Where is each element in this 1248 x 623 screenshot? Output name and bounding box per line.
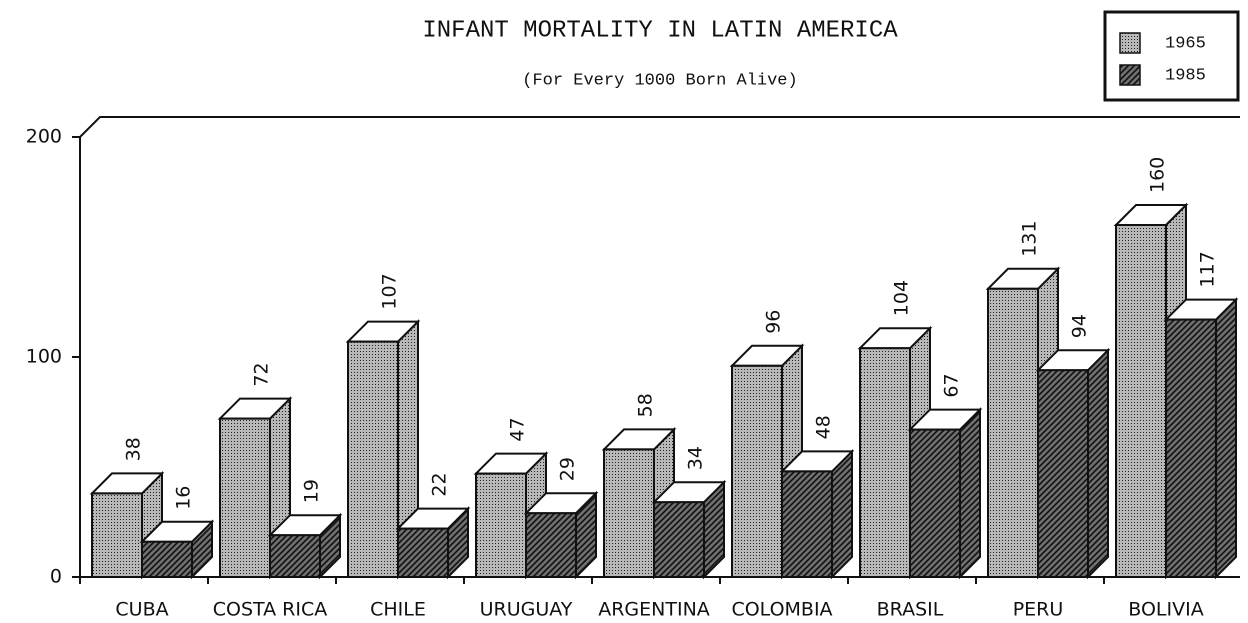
bar-side bbox=[1087, 347, 1109, 580]
data-label: 19 bbox=[301, 479, 323, 503]
data-label: 117 bbox=[1197, 251, 1219, 287]
legend-label: 1965 bbox=[1165, 34, 1206, 53]
bar bbox=[1165, 318, 1217, 578]
bar bbox=[1037, 369, 1089, 579]
data-label: 131 bbox=[1019, 221, 1041, 257]
y-tick-label: 0 bbox=[50, 566, 62, 588]
bar-side bbox=[1215, 297, 1237, 580]
x-tick-label: COLOMBIA bbox=[731, 599, 832, 621]
x-tick-label: CUBA bbox=[115, 599, 168, 621]
data-label: 107 bbox=[379, 273, 401, 309]
back-wall bbox=[79, 116, 1240, 138]
y-tick-label: 200 bbox=[26, 126, 62, 148]
data-label: 96 bbox=[763, 310, 785, 334]
x-tick-label: ARGENTINA bbox=[598, 599, 710, 621]
bar bbox=[1115, 224, 1167, 578]
bar bbox=[397, 527, 449, 578]
bar bbox=[781, 470, 833, 578]
data-label: 48 bbox=[813, 415, 835, 439]
data-label: 104 bbox=[891, 280, 913, 316]
data-label: 160 bbox=[1147, 157, 1169, 193]
y-tick-label: 100 bbox=[26, 346, 62, 368]
legend-swatch bbox=[1119, 64, 1141, 86]
bar bbox=[269, 534, 321, 579]
x-tick-label: BOLIVIA bbox=[1128, 599, 1203, 621]
x-tick-label: PERU bbox=[1013, 599, 1064, 621]
data-label: 34 bbox=[685, 446, 707, 470]
bar bbox=[987, 287, 1039, 578]
bar-side bbox=[959, 407, 981, 580]
x-tick-label: COSTA RICA bbox=[213, 599, 328, 621]
bar bbox=[525, 512, 577, 579]
data-label: 94 bbox=[1069, 314, 1091, 338]
legend-swatch bbox=[1119, 32, 1141, 54]
chart-subtitle: (For Every 1000 Born Alive) bbox=[522, 71, 797, 90]
x-tick-label: CHILE bbox=[370, 599, 426, 621]
bar bbox=[909, 428, 961, 578]
bar bbox=[347, 340, 399, 578]
bar bbox=[475, 472, 527, 579]
data-label: 22 bbox=[429, 472, 451, 496]
bar-side bbox=[831, 448, 853, 580]
data-label: 47 bbox=[507, 417, 529, 441]
bar bbox=[731, 364, 783, 578]
x-tick-label: URUGUAY bbox=[480, 599, 573, 621]
x-tick-label: BRASIL bbox=[877, 599, 944, 621]
data-label: 29 bbox=[557, 457, 579, 481]
data-label: 16 bbox=[173, 486, 195, 510]
bar bbox=[859, 347, 911, 579]
bar bbox=[219, 417, 271, 578]
data-label: 67 bbox=[941, 373, 963, 397]
chart-title: INFANT MORTALITY IN LATIN AMERICA bbox=[422, 17, 898, 44]
bar bbox=[91, 492, 143, 578]
bar bbox=[603, 448, 655, 578]
data-label: 72 bbox=[251, 362, 273, 386]
bar bbox=[653, 501, 705, 579]
legend bbox=[1103, 10, 1240, 102]
bar bbox=[141, 540, 193, 578]
data-label: 38 bbox=[123, 437, 145, 461]
legend-label: 1985 bbox=[1165, 66, 1206, 85]
data-label: 58 bbox=[635, 393, 657, 417]
